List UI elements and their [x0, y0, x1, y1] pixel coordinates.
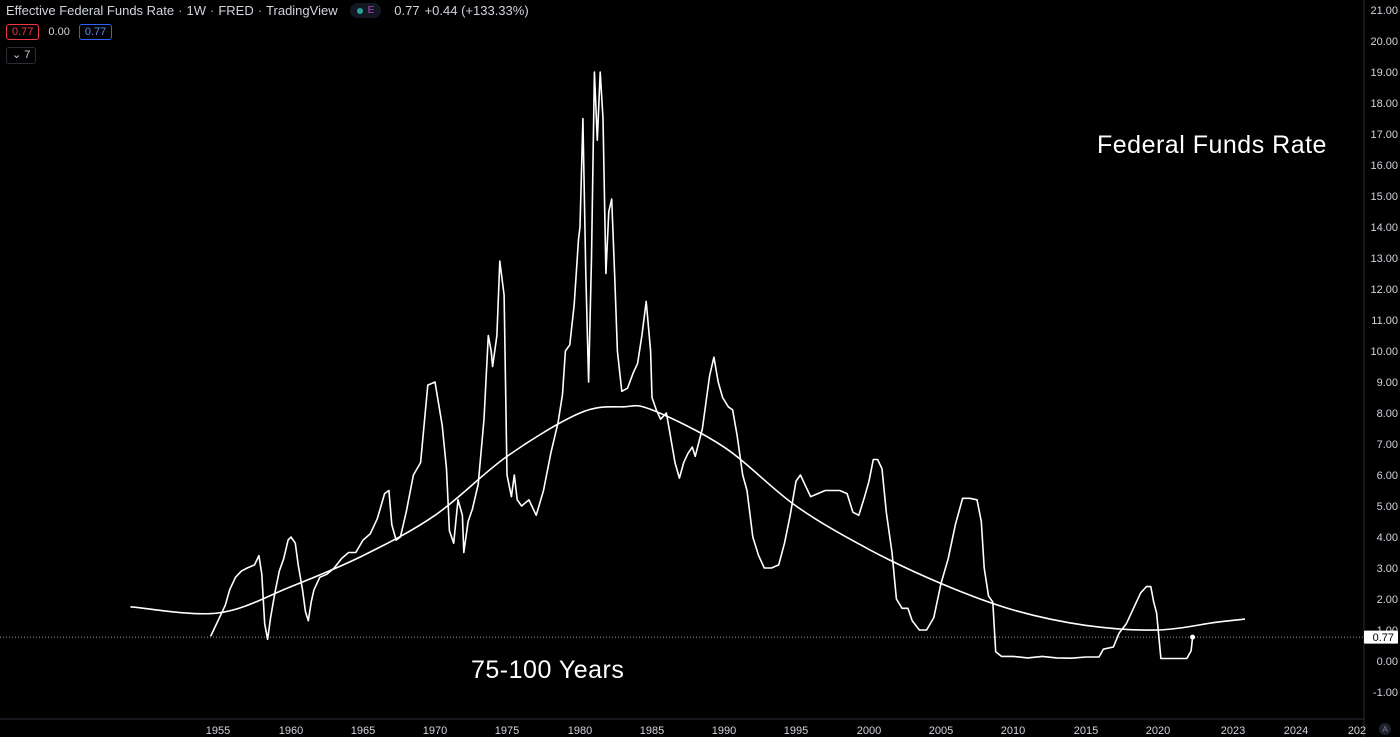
time-axis-tick-label: 2000 [857, 725, 881, 737]
price-axis-tick-label: 3.00 [1377, 563, 1398, 575]
price-axis-tick-label: 14.00 [1370, 222, 1398, 234]
time-axis-tick-label: 1970 [423, 725, 447, 737]
time-axis-tick-label: 2023 [1221, 725, 1245, 737]
price-axis-tick-label: 7.00 [1377, 439, 1398, 451]
price-axis-tick-label: 9.00 [1377, 377, 1398, 389]
buy-button[interactable]: 0.77 [78, 24, 113, 40]
price-axis-last-label: 0.77 [1364, 630, 1398, 644]
last-price-dot [1190, 634, 1196, 640]
price-axis-tick-label: 6.00 [1377, 470, 1398, 482]
time-axis-tick-label: 1985 [640, 725, 664, 737]
svg-text:0.77: 0.77 [1373, 632, 1394, 644]
auto-scale-button[interactable]: A [1379, 723, 1391, 735]
funds-rate-line [209, 71, 1194, 660]
platform-label: TradingView [266, 3, 338, 18]
price-axis-tick-label: 10.00 [1370, 346, 1398, 358]
price-axis-tick-label: 5.00 [1377, 501, 1398, 513]
price-axis-tick-label: 0.00 [1377, 656, 1398, 668]
indicators-toggle-button[interactable]: ⌄ 7 [6, 47, 37, 64]
chart-annotation-cycle[interactable]: 75-100 Years [471, 656, 625, 684]
price-axis-tick-label: 8.00 [1377, 408, 1398, 420]
price-axis-tick-label: 21.00 [1370, 5, 1398, 17]
price-axis-tick-label: 4.00 [1377, 532, 1398, 544]
source-label: FRED [218, 3, 254, 18]
change-value: +0.44 (+133.33%) [424, 3, 529, 18]
price-axis-tick-label: 16.00 [1370, 160, 1398, 172]
time-axis-tick-label: 1960 [279, 725, 303, 737]
time-axis-tick-label: 2020 [1146, 725, 1170, 737]
time-axis-tick-label: 2010 [1001, 725, 1025, 737]
time-axis-tick-label: 202 [1348, 725, 1366, 737]
price-axis-tick-label: 19.00 [1370, 67, 1398, 79]
time-axis-tick-label: 1990 [712, 725, 736, 737]
status-dot-icon [356, 7, 363, 14]
price-axis-tick-label: -1.00 [1373, 687, 1398, 699]
time-axis-tick-label: 2024 [1284, 725, 1308, 737]
price-axis-tick-label: 15.00 [1370, 191, 1398, 203]
legend-separator: · [178, 3, 183, 18]
price-axis-tick-label: 13.00 [1370, 253, 1398, 265]
symbol-title[interactable]: Effective Federal Funds Rate [6, 3, 175, 18]
interval-label[interactable]: 1W [186, 3, 206, 18]
price-axis: 21.00 20.00 19.00 18.00 17.00 16.00 15.00 14.00… [1370, 5, 1398, 699]
time-axis-tick-label: 1980 [568, 725, 592, 737]
price-axis-tick-label: 11.00 [1371, 315, 1398, 327]
trade-buttons: 0.77 0.00 0.77 [6, 24, 113, 40]
chart-legend[interactable]: Effective Federal Funds Rate · 1W · FRED… [6, 3, 529, 18]
time-axis-tick-label: 1965 [351, 725, 375, 737]
price-axis-tick-label: 18.00 [1370, 98, 1398, 110]
indicators-count: 7 [24, 49, 31, 61]
price-axis-tick-label: 12.00 [1370, 284, 1398, 296]
time-axis: 1955 1960 1965 1970 1975 1980 1985 1990 1995 2000… [206, 725, 1366, 737]
time-axis-tick-label: 2005 [929, 725, 953, 737]
chevron-down-icon: ⌄ [12, 49, 22, 61]
spread-value: 0.00 [48, 26, 70, 38]
market-status[interactable]: E [349, 3, 382, 18]
last-value: 0.77 [394, 3, 420, 18]
svg-text:A: A [1382, 725, 1388, 734]
price-axis-tick-label: 2.00 [1377, 594, 1398, 606]
time-axis-tick-label: 1955 [206, 725, 230, 737]
time-axis-tick-label: 1995 [784, 725, 808, 737]
chart-annotation-title[interactable]: Federal Funds Rate [1097, 131, 1327, 159]
sell-button[interactable]: 0.77 [6, 24, 40, 40]
time-axis-tick-label: 1975 [495, 725, 519, 737]
price-axis-tick-label: 20.00 [1370, 36, 1398, 48]
cycle-curve [130, 404, 1246, 631]
price-axis-tick-label: 17.00 [1370, 129, 1398, 141]
earnings-badge-icon: E [367, 5, 375, 16]
time-axis-tick-label: 2015 [1074, 725, 1098, 737]
